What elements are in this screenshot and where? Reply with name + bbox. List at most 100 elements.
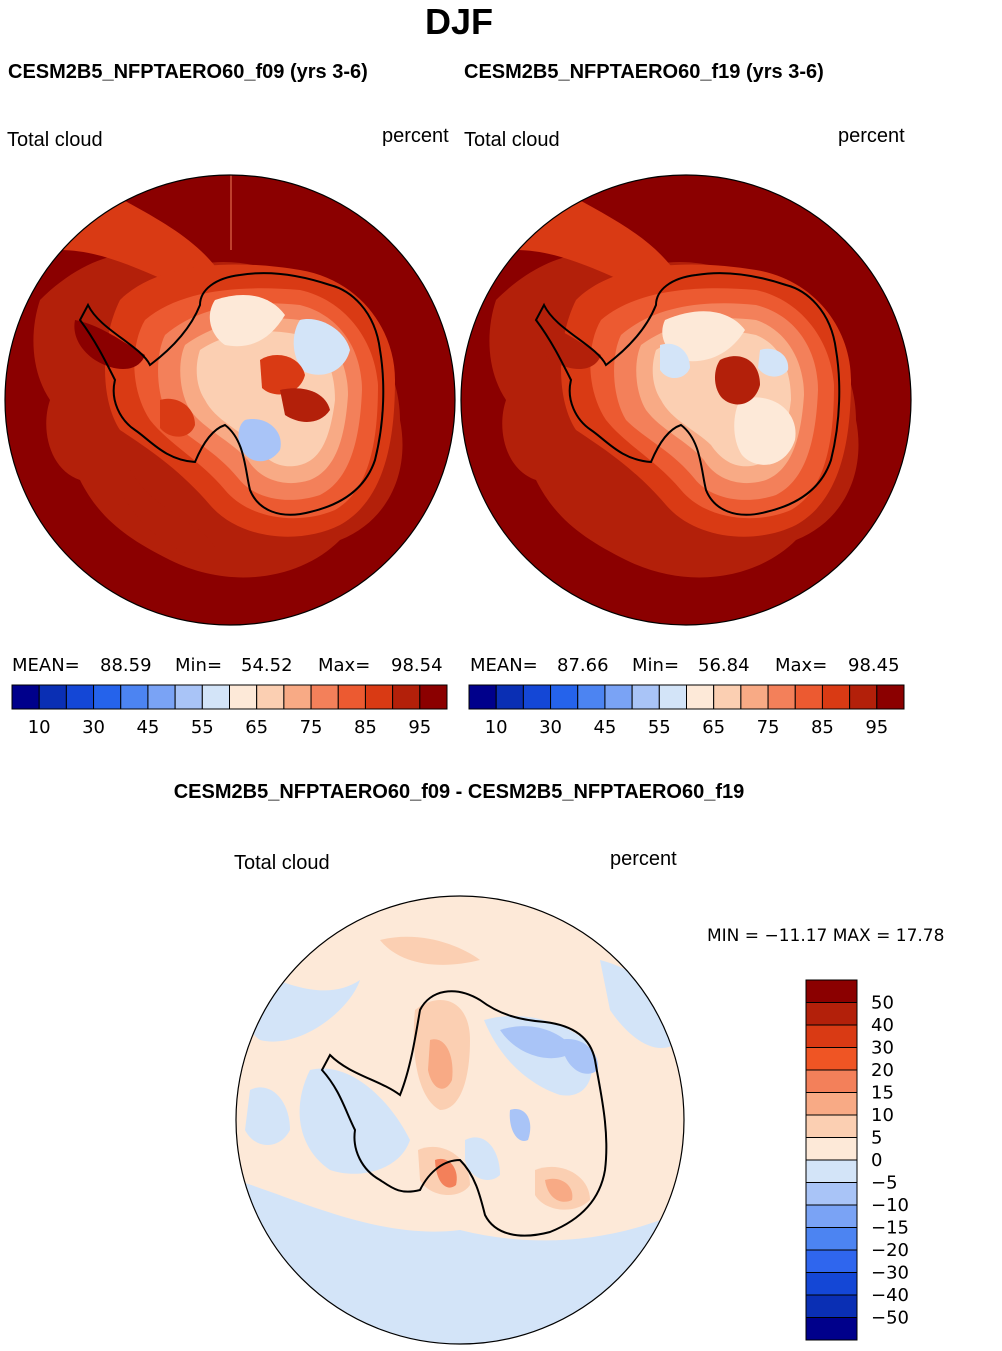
panel-left-map [5, 175, 455, 625]
diff-panel-colorbar-tick-label: −10 [871, 1195, 909, 1216]
panel-left-colorbar-tick-label: 45 [136, 717, 159, 738]
diff-panel-colorbar-tick-label: −50 [871, 1308, 909, 1329]
panel-left-colorbar-box [229, 684, 258, 710]
diff-panel-colorbar-tick-label: 10 [871, 1105, 894, 1126]
diff-panel-colorbar-box [805, 1317, 858, 1341]
panel-right-colorbar-tick-label: 75 [757, 717, 780, 738]
panel-right-map-border [460, 174, 912, 626]
diff-panel-colorbar-box [805, 1002, 858, 1026]
diff-panel-colorbar-tick-label: −40 [871, 1285, 909, 1306]
diff-panel-colorbar-tick-label: 20 [871, 1060, 894, 1081]
diff-panel-min-max: MIN = −11.17 MAX = 17.78 [707, 926, 944, 946]
panel-left-colorbar-tick-label: 85 [354, 717, 377, 738]
panel-left-colorbar-box [310, 684, 339, 710]
panel-left-colorbar [11, 684, 448, 710]
diff-panel-colorbar [805, 979, 858, 1341]
panel-right-colorbar-box [713, 684, 742, 710]
panel-left-colorbar-box [11, 684, 40, 710]
panel-left-variable-label: Total cloud [7, 129, 103, 151]
panel-right-min-label: Min= [632, 655, 679, 676]
panel-right-colorbar-box [821, 684, 851, 710]
panel-right-mean-value: 87.66 [557, 655, 609, 676]
panel-left-colorbar-box [93, 684, 122, 710]
panel-left-colorbar-box [201, 684, 230, 710]
diff-panel-colorbar-tick-label: 30 [871, 1038, 894, 1059]
panel-left-max-label: Max= [318, 655, 370, 676]
panel-left-colorbar-box [174, 684, 203, 710]
panel-right-colorbar-box [658, 684, 687, 710]
diff-panel-colorbar-tick-label: 15 [871, 1083, 894, 1104]
panel-left-title: CESM2B5_NFPTAERO60_f09 (yrs 3-6) [8, 61, 368, 83]
panel-right-colorbar-box [577, 684, 606, 710]
panel-left-colorbar-box [65, 684, 95, 710]
panel-right-coastline [534, 272, 841, 516]
panel-right-map [461, 175, 911, 625]
panel-right-colorbar-box [767, 684, 796, 710]
diff-panel-colorbar-tick-label: 50 [871, 993, 894, 1014]
diff-panel-variable-label: Total cloud [234, 852, 330, 874]
panel-right-colorbar-box [849, 684, 878, 710]
panel-left-mean-label: MEAN= [12, 655, 80, 676]
panel-left-units-label: percent [382, 125, 449, 147]
diff-panel-colorbar-box [805, 1182, 858, 1206]
panel-right-title: CESM2B5_NFPTAERO60_f19 (yrs 3-6) [464, 61, 824, 83]
diff-panel-colorbar-tick-label: −15 [871, 1218, 909, 1239]
diff-panel-colorbar-box [805, 1069, 858, 1093]
panel-left-colorbar-tick-label: 65 [245, 717, 268, 738]
panel-right-colorbar-box [604, 684, 633, 710]
panel-left-colorbar-tick-label: 95 [408, 717, 431, 738]
panel-right-colorbar-box [740, 684, 769, 710]
panel-right-colorbar-tick-label: 30 [539, 717, 562, 738]
diff-panel-colorbar-box [805, 1047, 858, 1071]
panel-left-colorbar-box [256, 684, 285, 710]
panel-right-colorbar-tick-label: 95 [865, 717, 888, 738]
panel-right-stats: MEAN= 87.66 Min= 56.84 Max= 98.45 [470, 655, 900, 676]
panel-left-colorbar-box [392, 684, 421, 710]
diff-panel-colorbar-tick-label: −5 [871, 1173, 898, 1194]
diff-panel-colorbar-box [805, 1294, 858, 1318]
diff-panel-colorbar-box [805, 1159, 858, 1183]
panel-left-min-label: Min= [175, 655, 222, 676]
panel-left-stats: MEAN= 88.59 Min= 54.52 Max= 98.54 [12, 655, 443, 676]
diff-panel-colorbar-box [805, 1204, 858, 1228]
panel-right-colorbar-box [522, 684, 552, 710]
panel-right-colorbar-box [876, 684, 905, 710]
diff-panel-colorbar-box [805, 1272, 858, 1296]
diff-panel-colorbar-box [805, 979, 858, 1003]
diff-panel-colorbar-tick-label: 40 [871, 1015, 894, 1036]
panel-right-colorbar-ticks: 10 30 45 55 65 75 85 95 [485, 717, 889, 738]
panel-left-max-value: 98.54 [391, 655, 443, 676]
panel-left-colorbar-box [364, 684, 394, 710]
diff-panel-colorbar-tick-label: 0 [871, 1150, 882, 1171]
panel-right-colorbar-tick-label: 85 [811, 717, 834, 738]
panel-right-colorbar-tick-label: 55 [648, 717, 671, 738]
panel-right-colorbar-box [686, 684, 715, 710]
diff-panel-map [236, 896, 684, 1344]
diff-panel-colorbar-tick-label: −30 [871, 1263, 909, 1284]
panel-left-colorbar-box [283, 684, 312, 710]
diff-panel-colorbar-tick-label: 5 [871, 1128, 882, 1149]
panel-left-colorbar-box [38, 684, 67, 710]
diff-panel-colorbar-box [805, 1114, 858, 1138]
panel-right-colorbar-box [495, 684, 524, 710]
panel-right-max-value: 98.45 [848, 655, 900, 676]
panel-right-min-value: 56.84 [698, 655, 750, 676]
panel-right-colorbar-tick-label: 65 [702, 717, 725, 738]
panel-right-colorbar-box [550, 684, 579, 710]
panel-left-colorbar-tick-label: 55 [191, 717, 214, 738]
panel-left-colorbar-tick-label: 10 [28, 717, 51, 738]
diff-panel-colorbar-box [805, 1249, 858, 1273]
panel-right-colorbar-box [468, 684, 497, 710]
diff-panel-units-label: percent [610, 848, 677, 870]
panel-right-colorbar-tick-label: 45 [593, 717, 616, 738]
season-title: DJF [425, 1, 493, 42]
panel-left-mean-value: 88.59 [100, 655, 152, 676]
panel-right-colorbar-tick-label: 10 [485, 717, 508, 738]
panel-left-colorbar-tick-label: 75 [300, 717, 323, 738]
panel-left-min-value: 54.52 [241, 655, 293, 676]
panel-right-colorbar-box [794, 684, 823, 710]
diff-panel-map-border [235, 895, 685, 1345]
